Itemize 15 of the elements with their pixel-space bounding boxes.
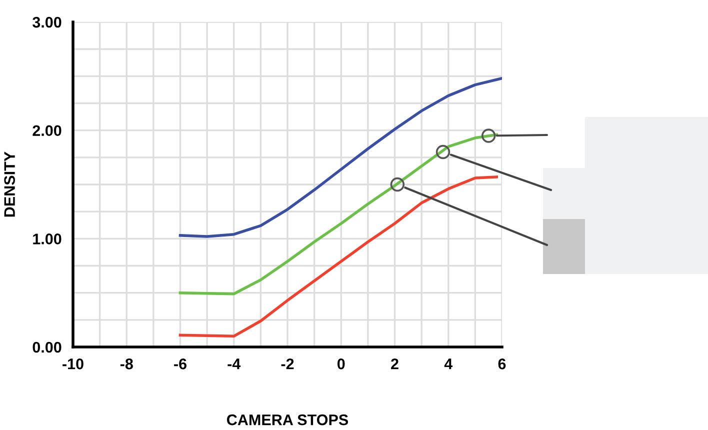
y-axis-title: DENSITY: [4, 152, 15, 217]
x-tick-label: 0: [337, 358, 345, 370]
x-axis-title: CAMERA STOPS: [227, 414, 348, 426]
y-tick-label: 3.00: [32, 16, 62, 28]
x-tick-label: -10: [62, 358, 84, 370]
x-tick-label: 4: [444, 358, 453, 370]
x-tick-label: 2: [391, 358, 398, 370]
y-tick-label: 0.00: [32, 342, 62, 353]
y-tick-label: 2.00: [32, 125, 62, 136]
x-tick-label: -4: [228, 358, 241, 370]
x-tick-label: -8: [120, 358, 133, 370]
x-tick-label: 6: [498, 358, 506, 370]
x-tick-label: -2: [281, 358, 294, 370]
x-tick-label: -6: [174, 358, 186, 370]
y-tick-label: 1.00: [33, 234, 62, 244]
